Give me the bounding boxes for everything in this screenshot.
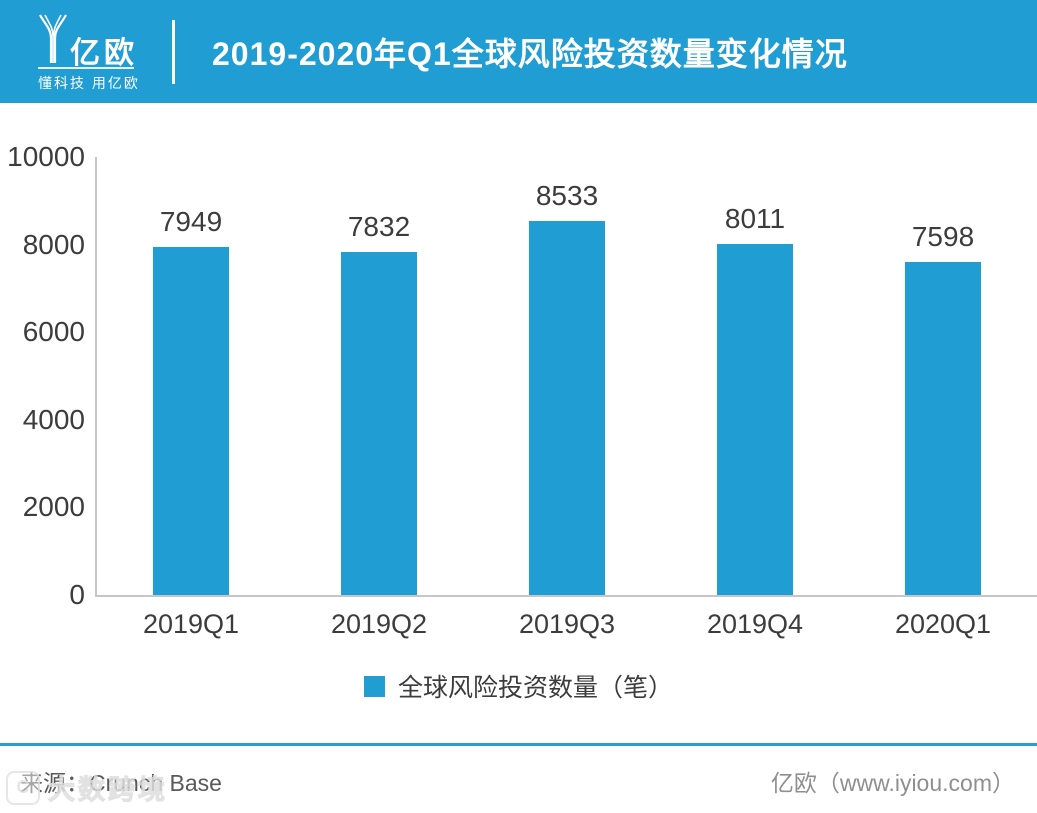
bar-2019Q3 <box>529 221 605 595</box>
legend-marker-icon <box>363 675 385 697</box>
y-tick-label: 0 <box>69 579 85 610</box>
header-divider <box>172 20 175 84</box>
x-axis-label: 2020Q1 <box>894 609 992 639</box>
y-tick-label: 8000 <box>22 228 85 260</box>
yiou-logo-icon <box>39 14 67 63</box>
bar-group-2019Q2: 7832 2019Q2 <box>285 157 473 639</box>
bar-value-label: 8533 <box>535 180 599 211</box>
bar-value-label: 7949 <box>159 206 223 237</box>
y-tick-label: 6000 <box>22 316 85 348</box>
header-banner: 亿欧 懂科技 用亿欧 2019-2020年Q1全球风险投资数量变化情况 <box>0 0 1037 103</box>
bar-2020Q1 <box>905 262 981 595</box>
footer-divider-line <box>0 743 1037 746</box>
bar-group-2019Q4: 8011 2019Q4 <box>661 157 849 639</box>
legend-label: 全球风险投资数量（笔） <box>397 674 673 702</box>
logo-tagline: 懂科技 用亿欧 <box>38 75 140 91</box>
yiou-logo: 亿欧 懂科技 用亿欧 <box>0 0 175 103</box>
x-axis-label: 2019Q3 <box>518 609 616 639</box>
y-tick-label: 2000 <box>22 491 85 523</box>
bar-value-label: 7832 <box>347 211 411 242</box>
y-axis-ticks: 0 2000 4000 6000 8000 10000 <box>0 142 85 610</box>
credit-text: 亿欧（www.iyiou.com） <box>770 770 1015 796</box>
bar-group-2019Q3: 8533 2019Q3 <box>473 157 661 639</box>
bar-group-2020Q1: 7598 2020Q1 <box>849 157 1037 639</box>
bar-value-label: 7598 <box>911 221 975 252</box>
logo-underline <box>38 67 134 69</box>
x-axis-label: 2019Q4 <box>706 609 804 639</box>
bar-value-label: 8011 <box>724 203 786 234</box>
yiou-logo-text: 亿欧 <box>70 37 138 70</box>
x-axis-label: 2019Q2 <box>330 609 428 639</box>
plot-area: 7949 2019Q1 7832 2019Q2 8533 2019Q3 8011 2019Q4… <box>95 157 1037 639</box>
y-tick-label: 4000 <box>22 403 85 435</box>
source-text: 来源：Crunch Base <box>20 770 222 796</box>
chart-legend: 全球风险投资数量（笔） <box>0 668 1037 704</box>
bar-2019Q1 <box>153 247 229 595</box>
bar-2019Q2 <box>341 252 417 595</box>
chart-title: 2019-2020年Q1全球风险投资数量变化情况 <box>212 35 848 72</box>
y-tick-label: 10000 <box>7 141 85 172</box>
bar-group-2019Q1: 7949 2019Q1 <box>97 157 285 639</box>
x-axis-label: 2019Q1 <box>142 609 240 639</box>
bar-2019Q4 <box>717 244 793 595</box>
